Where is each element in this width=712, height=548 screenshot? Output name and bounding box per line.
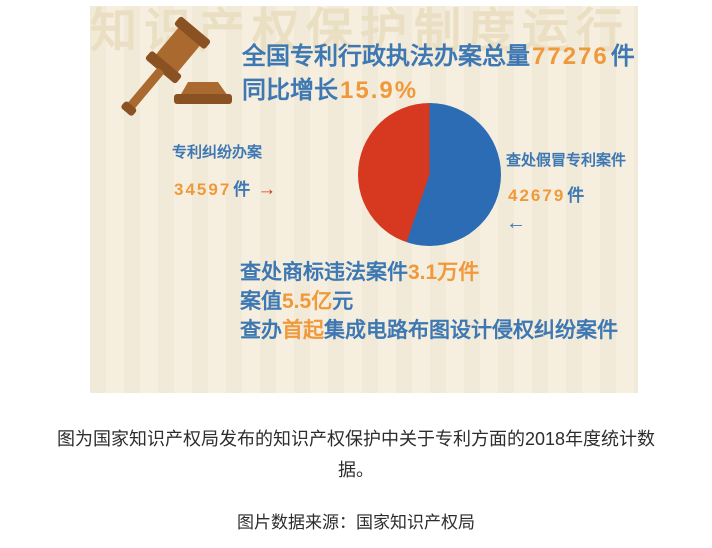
right-callout: 查处假冒专利案件 42679 件 ← <box>506 149 626 235</box>
headline-line2-number: 15.9% <box>340 77 419 104</box>
stats-lines: 查处商标违法案件3.1万件 案值5.5亿元 查办首起集成电路布图设计侵权纠纷案件 <box>240 258 618 345</box>
left-callout-label: 专利纠纷办案 <box>172 144 263 161</box>
stat-text: 案值 <box>240 290 282 313</box>
stat-number: 5.5亿 <box>282 290 333 313</box>
gavel-icon <box>106 16 236 116</box>
right-callout-value: 42679 件 <box>506 181 626 206</box>
right-callout-number: 42679 <box>508 186 566 205</box>
headline-line1-label: 全国专利行政执法办案总量 <box>242 43 530 70</box>
stat-line-ic-layout: 查办首起集成电路布图设计侵权纠纷案件 <box>240 316 618 345</box>
stat-line-value: 案值5.5亿元 <box>240 287 618 316</box>
stat-text: 元 <box>332 290 354 313</box>
headline-line1-unit: 件 <box>610 43 635 70</box>
stat-number: 3.1万件 <box>408 261 480 284</box>
headline-line2-label: 同比增长 <box>242 77 338 104</box>
right-callout-unit: 件 <box>567 186 585 205</box>
source-line: 图片数据来源：国家知识产权局 <box>237 513 475 532</box>
left-arrow-icon: ← <box>506 212 526 234</box>
caption: 图为国家知识产权局发布的知识产权保护中关于专利方面的2018年度统计数据。 <box>56 429 656 480</box>
left-callout-number: 34597 <box>174 180 232 199</box>
left-callout-value: 34597 件 → <box>172 175 276 201</box>
stat-text: 查办 <box>240 319 282 342</box>
headline-line1: 全国专利行政执法办案总量77276件 <box>242 40 635 74</box>
stat-text: 查处商标违法案件 <box>240 261 408 284</box>
stat-text: 集成电路布图设计侵权纠纷案件 <box>324 319 618 342</box>
stat-highlight: 首起 <box>282 319 324 342</box>
right-callout-label: 查处假冒专利案件 <box>506 152 627 169</box>
headline-line2: 同比增长15.9% <box>242 74 635 108</box>
left-callout-unit: 件 <box>233 180 251 199</box>
headline-line1-number: 77276 <box>532 43 609 70</box>
right-arrow-icon: → <box>257 179 277 200</box>
headline: 全国专利行政执法办案总量77276件 同比增长15.9% <box>242 40 635 108</box>
infographic-panel: 知识产权保护制度运行 全国专利行政执法办案总量77276件 同比增长15.9% … <box>90 6 638 393</box>
stat-line-trademark: 查处商标违法案件3.1万件 <box>240 258 618 287</box>
left-callout: 专利纠纷办案 34597 件 → <box>172 141 276 201</box>
pie-chart <box>358 103 501 246</box>
